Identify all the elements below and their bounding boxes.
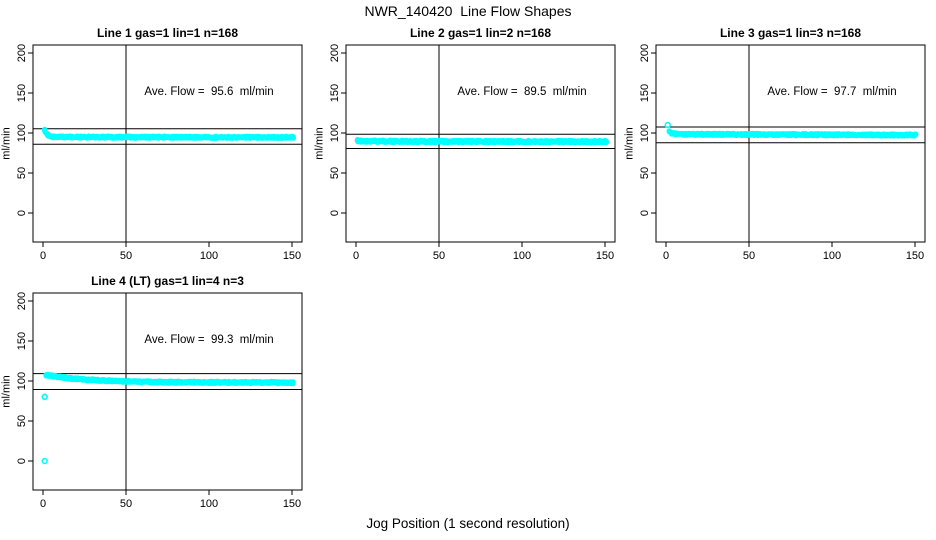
y-tick-label: 50 (16, 167, 28, 179)
x-axis-ticks: 0 50 100 150 (40, 490, 301, 510)
plot4-title: Line 4 (LT) gas=1 lin=4 n=3 (91, 274, 244, 288)
y-axis-ticks: 0 50 100 150 200 (639, 44, 656, 216)
x-tick-label: 50 (743, 250, 755, 262)
plot1-annotation: Ave. Flow = 95.6 ml/min (144, 86, 274, 98)
y-tick-label: 200 (329, 44, 341, 62)
y-tick-label: 50 (639, 167, 651, 179)
x-tick-label: 150 (596, 250, 614, 262)
plot-panel-4: 0 50 100 150 0 50 100 150 200 (16, 292, 303, 510)
plot-panel-1: 0 50 100 150 0 50 100 150 200 (16, 44, 303, 262)
plot3-title: Line 3 gas=1 lin=3 n=168 (719, 26, 862, 40)
y-axis-ticks: 0 50 100 150 200 (329, 44, 346, 216)
y-tick-label: 100 (329, 124, 341, 142)
y-tick-label: 150 (16, 84, 28, 102)
y-tick-label: 100 (16, 372, 28, 390)
y-tick-label: 150 (329, 84, 341, 102)
plot-box (32, 44, 303, 243)
plot3-ylabel: ml/min (623, 126, 636, 160)
x-axis-ticks: 0 50 100 150 (353, 242, 614, 262)
y-tick-label: 150 (639, 84, 651, 102)
x-tick-label: 100 (823, 250, 841, 262)
plot2-annotation: Ave. Flow = 89.5 ml/min (457, 86, 587, 98)
y-tick-label: 50 (16, 415, 28, 427)
plot-panel-3: 0 50 100 150 0 50 100 150 200 (639, 44, 926, 262)
series-points (43, 371, 296, 387)
plot-panel-2: 0 50 100 150 0 50 100 150 200 (329, 44, 616, 262)
y-tick-label: 0 (16, 210, 28, 216)
y-tick-label: 0 (16, 458, 28, 464)
plot-box (655, 44, 926, 243)
plot-box (32, 292, 303, 491)
x-tick-label: 50 (120, 498, 132, 510)
x-axis-ticks: 0 50 100 150 (663, 242, 924, 262)
y-tick-label: 0 (329, 210, 341, 216)
y-axis-ticks: 0 50 100 150 200 (16, 292, 33, 464)
x-tick-label: 0 (663, 250, 669, 262)
x-tick-label: 100 (513, 250, 531, 262)
x-axis-ticks: 0 50 100 150 (40, 242, 301, 262)
y-tick-label: 150 (16, 332, 28, 350)
series-points (42, 126, 296, 141)
plot4-ylabel: ml/min (0, 374, 13, 408)
y-tick-label: 200 (639, 44, 651, 62)
plot2-ylabel: ml/min (313, 126, 326, 160)
outlier-points (664, 121, 671, 129)
y-tick-label: 100 (639, 124, 651, 142)
plot3-annotation: Ave. Flow = 97.7 ml/min (767, 86, 897, 98)
plot1-title: Line 1 gas=1 lin=1 n=168 (96, 26, 239, 40)
y-tick-label: 100 (16, 124, 28, 142)
y-tick-label: 200 (16, 292, 28, 310)
x-tick-label: 50 (120, 250, 132, 262)
plot2-title: Line 2 gas=1 lin=2 n=168 (409, 26, 552, 40)
figure-xlabel: Jog Position (1 second resolution) (366, 516, 570, 531)
y-tick-label: 200 (16, 44, 28, 62)
x-tick-label: 100 (200, 250, 218, 262)
series-points (666, 128, 919, 139)
series-points (355, 137, 609, 146)
y-axis-ticks: 0 50 100 150 200 (16, 44, 33, 216)
outlier-points (41, 393, 48, 465)
plot4-annotation: Ave. Flow = 99.3 ml/min (144, 334, 274, 346)
x-tick-label: 150 (283, 498, 301, 510)
x-tick-label: 0 (40, 498, 46, 510)
x-tick-label: 150 (283, 250, 301, 262)
y-tick-label: 50 (329, 167, 341, 179)
plot1-ylabel: ml/min (0, 126, 13, 160)
y-tick-label: 0 (639, 210, 651, 216)
x-tick-label: 150 (906, 250, 924, 262)
plot-box (345, 44, 616, 243)
x-tick-label: 0 (353, 250, 359, 262)
x-tick-label: 50 (433, 250, 445, 262)
x-tick-label: 0 (40, 250, 46, 262)
figure-title: NWR_140420 Line Flow Shapes (364, 3, 572, 19)
x-tick-label: 100 (200, 498, 218, 510)
